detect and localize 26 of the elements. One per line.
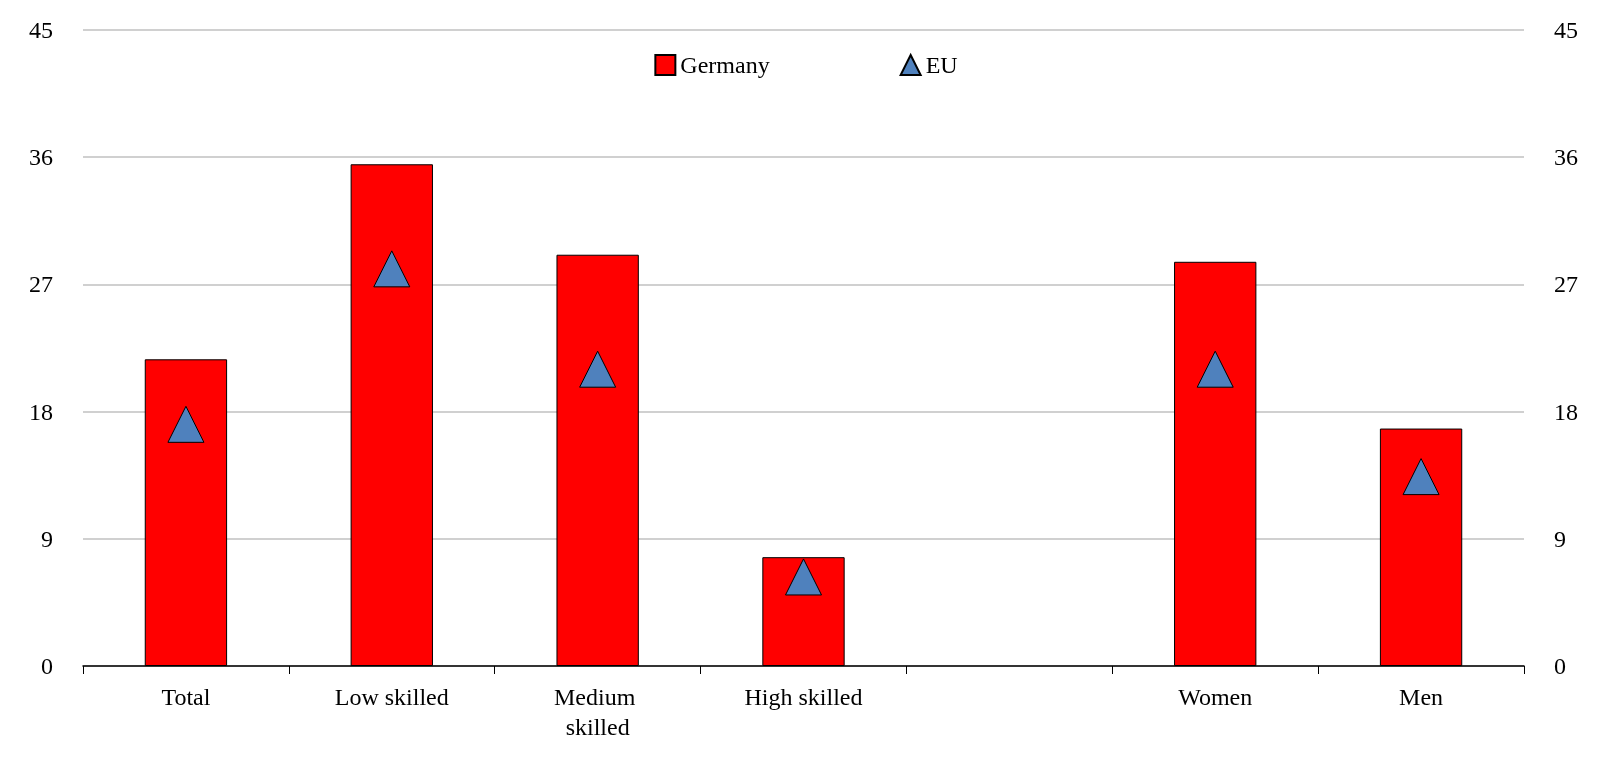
x-tick-label: Men bbox=[1399, 684, 1444, 710]
y2-tick-label: 45 bbox=[1554, 17, 1578, 43]
x-tick-label: Total bbox=[161, 684, 211, 710]
legend-label: EU bbox=[925, 52, 958, 78]
y-tick-label: 0 bbox=[41, 653, 53, 679]
y2-tick-label: 36 bbox=[1554, 144, 1578, 171]
y-tick-label: 36 bbox=[29, 144, 53, 171]
point bbox=[785, 558, 822, 596]
y-tick-label: 18 bbox=[29, 398, 53, 425]
y-tick-label: 9 bbox=[41, 525, 53, 552]
x-tick-label: High skilled bbox=[744, 684, 863, 710]
y2-tick-label: 27 bbox=[1554, 271, 1578, 298]
x-tick-label: Low skilled bbox=[334, 684, 449, 710]
x-tick-label: Medium skilled bbox=[553, 684, 642, 740]
point bbox=[1402, 458, 1440, 496]
point bbox=[1196, 350, 1234, 388]
y-tick-label: 27 bbox=[29, 271, 53, 298]
point bbox=[579, 350, 617, 388]
legend-label: Germany bbox=[680, 52, 770, 78]
y2-tick-label: 0 bbox=[1554, 653, 1566, 679]
point bbox=[167, 405, 205, 443]
x-tick-label: Women bbox=[1178, 684, 1253, 710]
y2-tick-label: 9 bbox=[1554, 525, 1566, 552]
y-tick-label: 45 bbox=[29, 17, 53, 43]
y2-tick-label: 18 bbox=[1554, 398, 1578, 425]
point bbox=[373, 250, 411, 288]
